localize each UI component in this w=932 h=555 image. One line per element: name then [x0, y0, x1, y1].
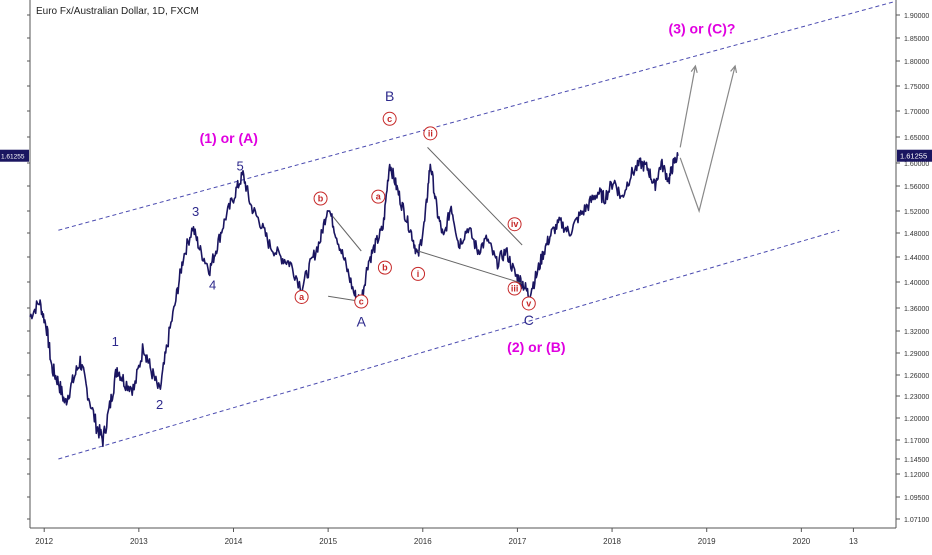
chart-title: Euro Fx/Australian Dollar, 1D, FXCM — [36, 6, 199, 17]
x-tick-label: 2019 — [698, 537, 716, 546]
x-tick-label: 13 — [849, 537, 858, 546]
price-series — [29, 152, 679, 448]
wave-label-circle — [354, 294, 369, 309]
price-badge-right — [897, 149, 932, 162]
y-tick-label: 1.26000 — [904, 373, 929, 380]
projection-arrows — [679, 64, 738, 214]
wave-label-circle — [313, 191, 328, 206]
channel-upper-line — [58, 0, 897, 231]
wave-label: A — [357, 313, 367, 329]
x-tick-label: 2016 — [414, 537, 432, 546]
x-tick-label: 2015 — [319, 537, 337, 546]
wave-label: (1) or (A) — [200, 130, 258, 146]
y-axis: 1.07100 1.09500 1.12000 1.14500 1.17000 1.200… — [27, 13, 929, 524]
y-tick-label: 1.12000 — [904, 472, 929, 479]
projection-arrow — [679, 65, 736, 214]
projection-arrow-head — [730, 64, 738, 74]
wave-label: 2 — [156, 397, 163, 412]
price-badge-right-label: 1.61255 — [900, 152, 927, 161]
wave-label-circle — [294, 289, 309, 304]
wave-label-circle — [377, 260, 392, 275]
y-tick-label: 1.23000 — [904, 394, 929, 401]
wave-label-circle — [423, 126, 438, 141]
wave-label: B — [385, 88, 394, 104]
x-tick-label: 2013 — [130, 537, 148, 546]
wave-label: 1 — [112, 334, 119, 349]
pattern-line — [427, 147, 523, 246]
y-tick-label: 1.60000 — [904, 161, 929, 168]
y-tick-label: 1.80000 — [904, 59, 929, 66]
y-tick-label: 1.17000 — [904, 438, 929, 445]
y-tick-label: 1.14500 — [904, 457, 929, 464]
y-tick-label: 1.29000 — [904, 351, 929, 358]
y-tick-label: 1.65000 — [904, 135, 929, 142]
y-tick-label: 1.09500 — [904, 495, 929, 502]
y-tick-label: 1.56000 — [904, 184, 929, 191]
price-badge-left — [0, 149, 29, 162]
wave-label: C — [524, 312, 534, 328]
pattern-line — [332, 216, 362, 252]
wave-label-circle — [371, 189, 386, 204]
wave-label-minor: ii — [428, 128, 433, 138]
y-tick-label: 1.90000 — [904, 13, 929, 20]
x-tick-label: 2018 — [603, 537, 621, 546]
y-tick-label: 1.44000 — [904, 255, 929, 262]
y-tick-label: 1.20000 — [904, 416, 929, 423]
plot-background — [30, 0, 896, 528]
wave-label-minor: b — [318, 194, 324, 204]
pattern-lines — [328, 147, 523, 302]
wave-label-circle — [411, 266, 426, 281]
y-tick-label: 1.52000 — [904, 209, 929, 216]
wave-label-circle — [521, 296, 536, 311]
x-tick-label: 2020 — [792, 537, 810, 546]
wave-label-minor: i — [417, 269, 420, 279]
wave-label: 4 — [209, 277, 216, 292]
y-tick-label: 1.40000 — [904, 280, 929, 287]
x-axis: 2012 2013 2014 2015 2016 2017 2018 2019 2020 13 — [35, 528, 858, 546]
wave-label-minor: b — [382, 263, 388, 273]
pattern-line — [417, 250, 523, 284]
wave-label: 3 — [192, 204, 199, 219]
y-tick-label: 1.36000 — [904, 306, 929, 313]
wave-label-minor: iv — [511, 219, 519, 229]
wave-label-minor: a — [376, 192, 382, 202]
channel-lower-line — [58, 229, 840, 460]
wave-label-minor: iii — [511, 284, 519, 294]
y-tick-label: 1.32000 — [904, 329, 929, 336]
wave-label: (2) or (B) — [507, 339, 565, 355]
y-tick-label: 1.85000 — [904, 36, 929, 43]
wave-label-minor: c — [359, 297, 364, 307]
projection-arrow — [679, 65, 696, 148]
channel-lines — [58, 0, 897, 460]
wave-label-circle — [507, 281, 522, 296]
y-tick-label: 1.70000 — [904, 109, 929, 116]
wave-label-minor: v — [526, 298, 531, 308]
x-tick-label: 2014 — [225, 537, 243, 546]
price-line — [29, 152, 679, 448]
y-tick-label: 1.48000 — [904, 231, 929, 238]
wave-label-circle — [382, 111, 397, 126]
x-tick-label: 2012 — [35, 537, 53, 546]
projection-arrow-head — [690, 64, 698, 73]
wave-label-circle — [507, 217, 522, 232]
price-badge-left-label: 1.61255 — [1, 154, 25, 161]
y-tick-label: 1.75000 — [904, 84, 929, 91]
y-tick-label: 1.07100 — [904, 517, 929, 524]
current-price-badges: 1.61255 1.61255 — [0, 149, 932, 162]
wave-label-minor: a — [299, 292, 305, 302]
wave-label: (3) or (C)? — [669, 21, 736, 37]
wave-label: 5 — [236, 158, 243, 173]
wave-labels: 1 2 3 4 5 (1) or (A) A B C (2) or (B) (3) or (C)? b… — [112, 21, 736, 412]
x-tick-label: 2017 — [509, 537, 527, 546]
wave-label-minor: c — [387, 114, 392, 124]
